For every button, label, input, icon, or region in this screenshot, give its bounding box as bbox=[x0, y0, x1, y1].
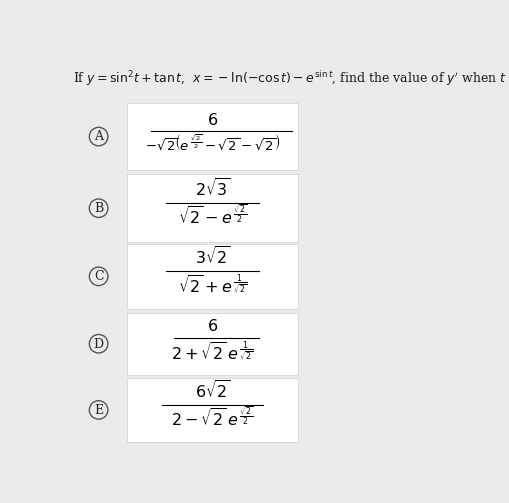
Text: $6\sqrt{2}$: $6\sqrt{2}$ bbox=[194, 381, 230, 402]
Text: $\sqrt{2}-e^{\,\frac{\sqrt{2}}{2}}$: $\sqrt{2}-e^{\,\frac{\sqrt{2}}{2}}$ bbox=[178, 205, 247, 229]
FancyBboxPatch shape bbox=[127, 243, 297, 309]
Text: D: D bbox=[93, 338, 103, 351]
FancyBboxPatch shape bbox=[127, 378, 297, 442]
Text: A: A bbox=[94, 130, 103, 143]
Text: $\sqrt{2}+e^{\,\frac{1}{\sqrt{2}}}$: $\sqrt{2}+e^{\,\frac{1}{\sqrt{2}}}$ bbox=[178, 274, 247, 296]
FancyBboxPatch shape bbox=[127, 103, 297, 171]
Text: $6$: $6$ bbox=[207, 112, 218, 129]
Text: C: C bbox=[94, 270, 103, 283]
FancyBboxPatch shape bbox=[127, 313, 297, 375]
FancyBboxPatch shape bbox=[127, 175, 297, 242]
Text: $2\sqrt{3}$: $2\sqrt{3}$ bbox=[194, 179, 230, 201]
Text: $2+\sqrt{2}\,e^{\,\frac{1}{\sqrt{2}}}$: $2+\sqrt{2}\,e^{\,\frac{1}{\sqrt{2}}}$ bbox=[171, 340, 253, 363]
Text: If $y=\sin^2\!t+\tan t$,  $x=-\ln(-\cos t)-e^{\sin t}$, find the value of $y'$ w: If $y=\sin^2\!t+\tan t$, $x=-\ln(-\cos t… bbox=[73, 68, 509, 92]
Text: E: E bbox=[94, 404, 103, 417]
Text: $-\sqrt{2}\!\left(e^{\,\frac{\sqrt{2}}{2}}-\sqrt{2}-\sqrt{2}\right)$: $-\sqrt{2}\!\left(e^{\,\frac{\sqrt{2}}{2… bbox=[145, 133, 280, 153]
Text: B: B bbox=[94, 202, 103, 215]
Text: $6$: $6$ bbox=[207, 318, 218, 336]
Text: $2-\sqrt{2}\,e^{\,\frac{\sqrt{2}}{2}}$: $2-\sqrt{2}\,e^{\,\frac{\sqrt{2}}{2}}$ bbox=[171, 407, 253, 431]
Text: $3\sqrt{2}$: $3\sqrt{2}$ bbox=[194, 247, 230, 269]
